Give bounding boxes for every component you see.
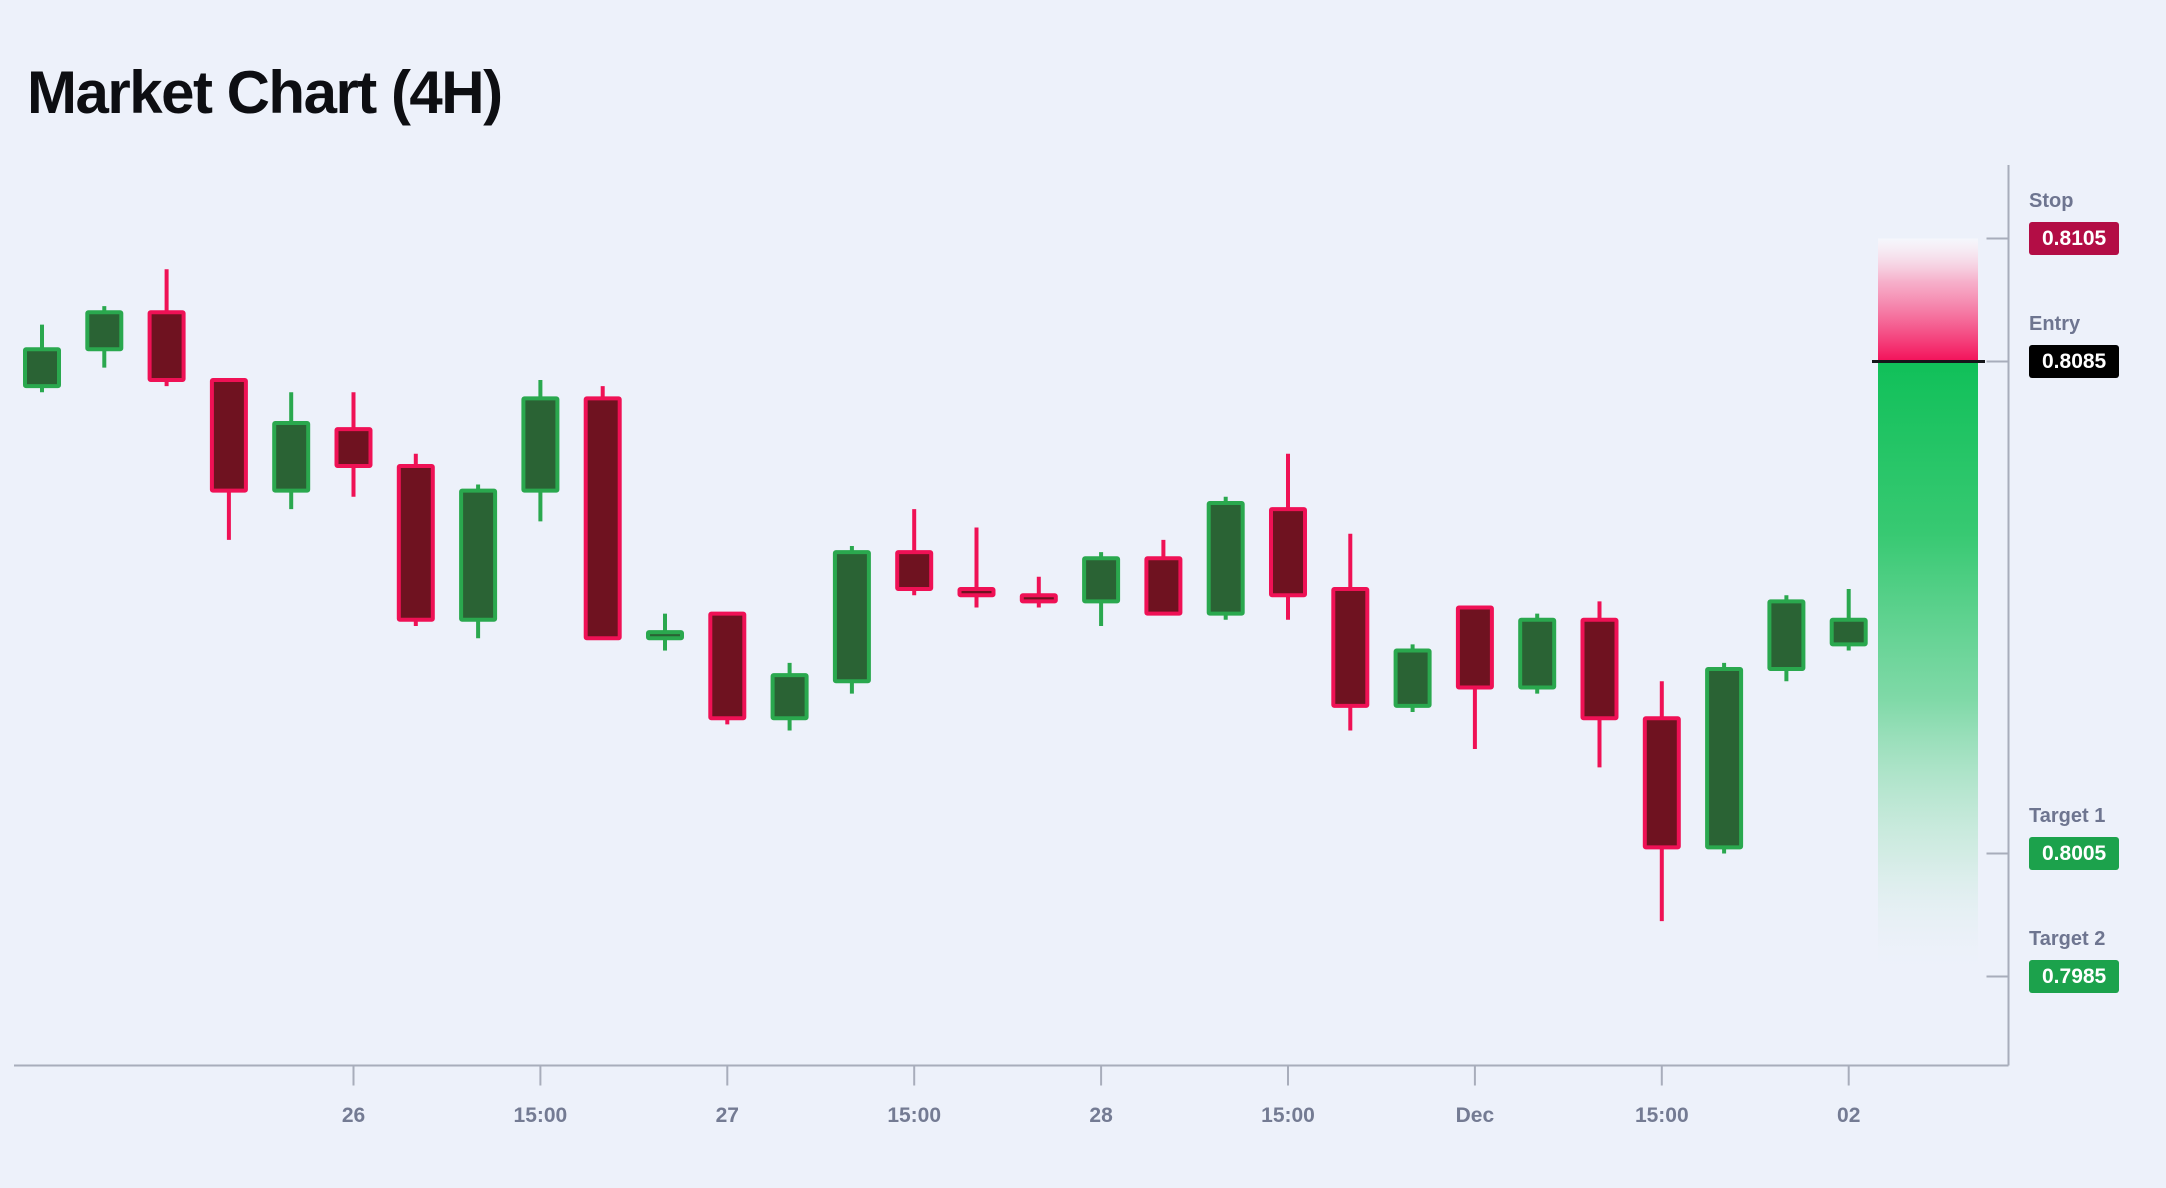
x-axis-tick-label: 28 bbox=[1089, 1104, 1113, 1127]
candle bbox=[1829, 589, 1868, 651]
x-axis-tick-label: 15:00 bbox=[1635, 1104, 1689, 1127]
candle-body bbox=[1580, 617, 1619, 721]
candle bbox=[1642, 681, 1681, 922]
candle bbox=[1705, 662, 1744, 854]
candle-body bbox=[209, 377, 248, 493]
candle-body bbox=[1705, 667, 1744, 850]
candle bbox=[646, 613, 684, 651]
candle-body bbox=[23, 347, 61, 389]
candle-body bbox=[1206, 500, 1245, 616]
candle bbox=[770, 662, 809, 731]
candle-body bbox=[1393, 648, 1432, 708]
candle-body bbox=[1144, 556, 1183, 616]
candle bbox=[583, 386, 622, 641]
candle-body bbox=[1269, 507, 1307, 598]
candle bbox=[396, 453, 435, 626]
candle bbox=[85, 306, 124, 368]
candle-body bbox=[1829, 617, 1868, 647]
candle bbox=[1580, 601, 1619, 768]
candle-body bbox=[832, 550, 871, 684]
candle-body bbox=[1019, 593, 1058, 604]
candle bbox=[957, 527, 996, 608]
candle-body bbox=[770, 673, 809, 721]
candle bbox=[1269, 453, 1307, 620]
candle-body bbox=[521, 396, 560, 493]
candle bbox=[1393, 644, 1432, 713]
candle-body bbox=[1767, 599, 1806, 671]
x-axis-tick-label: 15:00 bbox=[1261, 1104, 1315, 1127]
candle bbox=[272, 392, 311, 510]
candle-body bbox=[396, 464, 435, 622]
candle-body bbox=[895, 550, 934, 592]
candle-body bbox=[334, 427, 373, 469]
candle bbox=[708, 611, 747, 725]
x-axis-tick-label: Dec bbox=[1456, 1104, 1495, 1127]
candle-body bbox=[147, 310, 186, 382]
candle bbox=[1206, 496, 1245, 620]
candle-body bbox=[583, 396, 622, 641]
x-axis-tick-label: 26 bbox=[342, 1104, 365, 1127]
candle bbox=[1331, 533, 1370, 731]
candle bbox=[1144, 539, 1183, 616]
candle-body bbox=[1455, 605, 1494, 690]
x-axis-tick-label: 15:00 bbox=[514, 1104, 568, 1127]
page-title: Market Chart (4H) bbox=[27, 59, 503, 127]
candle bbox=[895, 509, 934, 596]
x-axis-tick-label: 27 bbox=[716, 1104, 739, 1127]
candle bbox=[334, 392, 373, 497]
candle bbox=[209, 377, 248, 540]
candle bbox=[459, 484, 498, 639]
candle-body bbox=[1082, 556, 1121, 604]
x-axis-tick-label: 02 bbox=[1837, 1104, 1860, 1127]
candle bbox=[1082, 552, 1121, 626]
candle-body bbox=[708, 611, 747, 721]
candle bbox=[23, 324, 61, 393]
candle bbox=[521, 379, 560, 522]
candle-body bbox=[459, 488, 498, 622]
candle bbox=[1455, 605, 1494, 749]
candle bbox=[1019, 576, 1058, 608]
candle-body bbox=[1642, 716, 1681, 850]
reward-zone bbox=[1878, 361, 1978, 977]
candle-body bbox=[957, 587, 996, 598]
candle-body bbox=[1331, 587, 1370, 708]
candle bbox=[1518, 613, 1557, 694]
candle-body bbox=[1518, 617, 1557, 690]
candle-body bbox=[85, 310, 124, 352]
candle bbox=[832, 546, 871, 694]
candle-body bbox=[646, 630, 684, 641]
candle bbox=[1767, 595, 1806, 682]
candle bbox=[147, 269, 186, 387]
risk-zone bbox=[1878, 238, 1978, 362]
x-axis-tick-label: 15:00 bbox=[887, 1104, 941, 1127]
candle-body bbox=[272, 421, 311, 493]
